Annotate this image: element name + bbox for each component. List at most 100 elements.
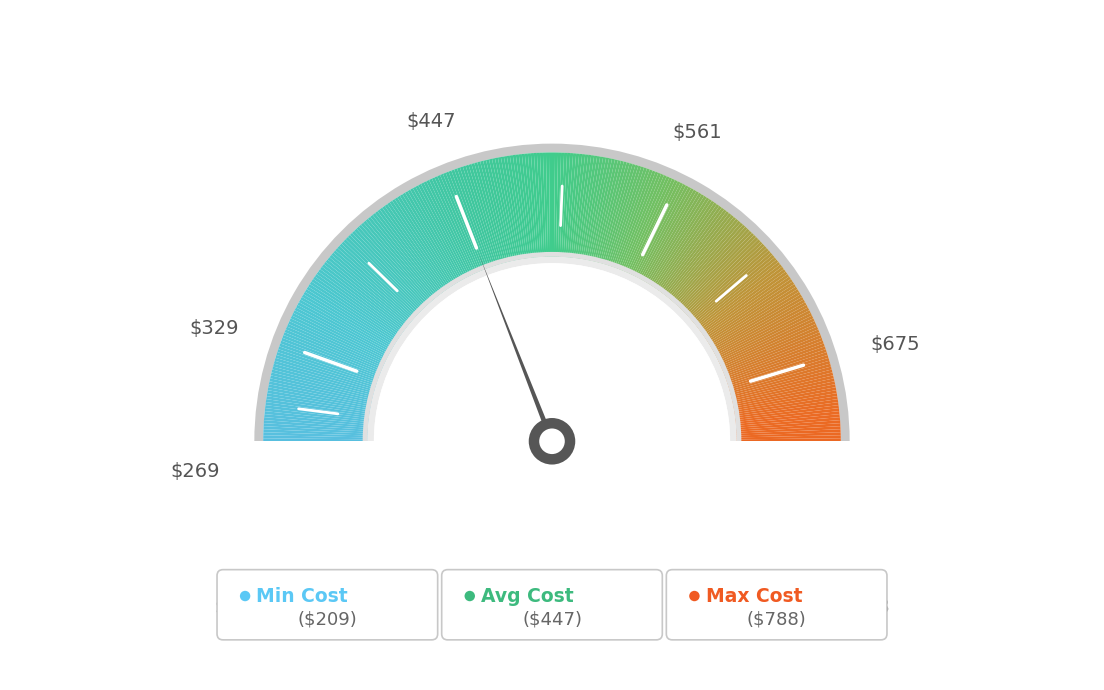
Wedge shape [636,184,686,278]
Wedge shape [598,161,627,263]
Wedge shape [678,230,752,308]
Wedge shape [672,223,743,303]
Wedge shape [264,447,368,453]
Wedge shape [263,435,368,440]
Wedge shape [594,160,620,262]
Wedge shape [299,530,391,583]
Wedge shape [263,442,368,444]
Wedge shape [611,168,647,267]
Wedge shape [362,252,742,536]
Wedge shape [512,155,529,259]
Wedge shape [722,511,819,553]
Wedge shape [725,502,825,539]
Wedge shape [605,165,638,265]
Wedge shape [712,532,804,586]
Wedge shape [726,500,826,536]
Wedge shape [285,511,382,553]
Wedge shape [264,423,368,432]
Wedge shape [681,235,756,310]
Wedge shape [656,202,716,290]
Wedge shape [736,453,840,462]
Wedge shape [288,321,384,366]
Wedge shape [489,159,513,262]
Wedge shape [719,318,815,364]
Wedge shape [563,153,573,257]
Wedge shape [264,455,368,466]
Wedge shape [435,176,479,273]
Wedge shape [275,358,375,390]
Wedge shape [554,152,558,257]
Wedge shape [279,502,379,539]
Wedge shape [471,163,502,264]
Wedge shape [719,518,815,564]
Wedge shape [296,305,390,356]
Wedge shape [326,259,408,326]
Wedge shape [343,239,421,313]
Wedge shape [556,152,561,257]
Wedge shape [732,378,835,403]
Wedge shape [581,156,601,259]
Wedge shape [287,324,383,368]
Wedge shape [286,326,383,370]
Wedge shape [736,426,840,433]
Wedge shape [295,525,389,575]
Wedge shape [736,455,840,466]
Wedge shape [648,194,704,284]
Wedge shape [267,390,370,411]
Wedge shape [716,523,810,573]
Wedge shape [731,485,832,513]
Wedge shape [400,194,456,284]
Wedge shape [715,308,809,357]
Wedge shape [278,500,378,536]
Wedge shape [735,405,839,420]
Wedge shape [736,432,841,437]
Wedge shape [645,191,699,282]
Wedge shape [372,213,439,297]
Wedge shape [283,335,381,375]
Wedge shape [698,264,782,330]
Wedge shape [274,491,374,522]
Wedge shape [301,294,393,349]
Wedge shape [730,487,831,516]
Wedge shape [599,162,629,264]
Wedge shape [359,225,429,304]
Wedge shape [317,271,403,335]
Wedge shape [432,177,477,273]
Wedge shape [634,183,683,277]
Wedge shape [454,168,491,268]
Wedge shape [270,375,372,401]
Wedge shape [446,172,486,270]
Wedge shape [703,277,790,337]
Wedge shape [269,477,372,502]
Wedge shape [699,266,784,331]
Wedge shape [486,159,512,262]
Wedge shape [613,168,650,268]
Wedge shape [730,366,831,395]
Wedge shape [268,384,371,406]
Wedge shape [374,263,730,531]
Wedge shape [639,187,691,279]
Wedge shape [268,387,371,408]
Wedge shape [716,310,810,359]
Wedge shape [265,405,369,420]
Wedge shape [677,228,750,307]
Text: $675: $675 [871,335,921,355]
Wedge shape [607,166,641,266]
Text: ($447): ($447) [522,610,582,629]
Wedge shape [460,166,495,266]
Wedge shape [618,172,658,270]
Wedge shape [522,154,534,258]
Wedge shape [725,344,825,381]
Wedge shape [264,457,369,469]
Wedge shape [735,460,839,475]
Wedge shape [323,262,407,328]
Wedge shape [721,326,818,370]
Wedge shape [289,318,385,364]
Wedge shape [736,449,840,456]
Wedge shape [273,366,374,395]
Wedge shape [726,498,827,533]
Wedge shape [609,166,644,266]
Wedge shape [652,199,712,288]
Wedge shape [725,504,824,542]
Wedge shape [516,155,531,258]
